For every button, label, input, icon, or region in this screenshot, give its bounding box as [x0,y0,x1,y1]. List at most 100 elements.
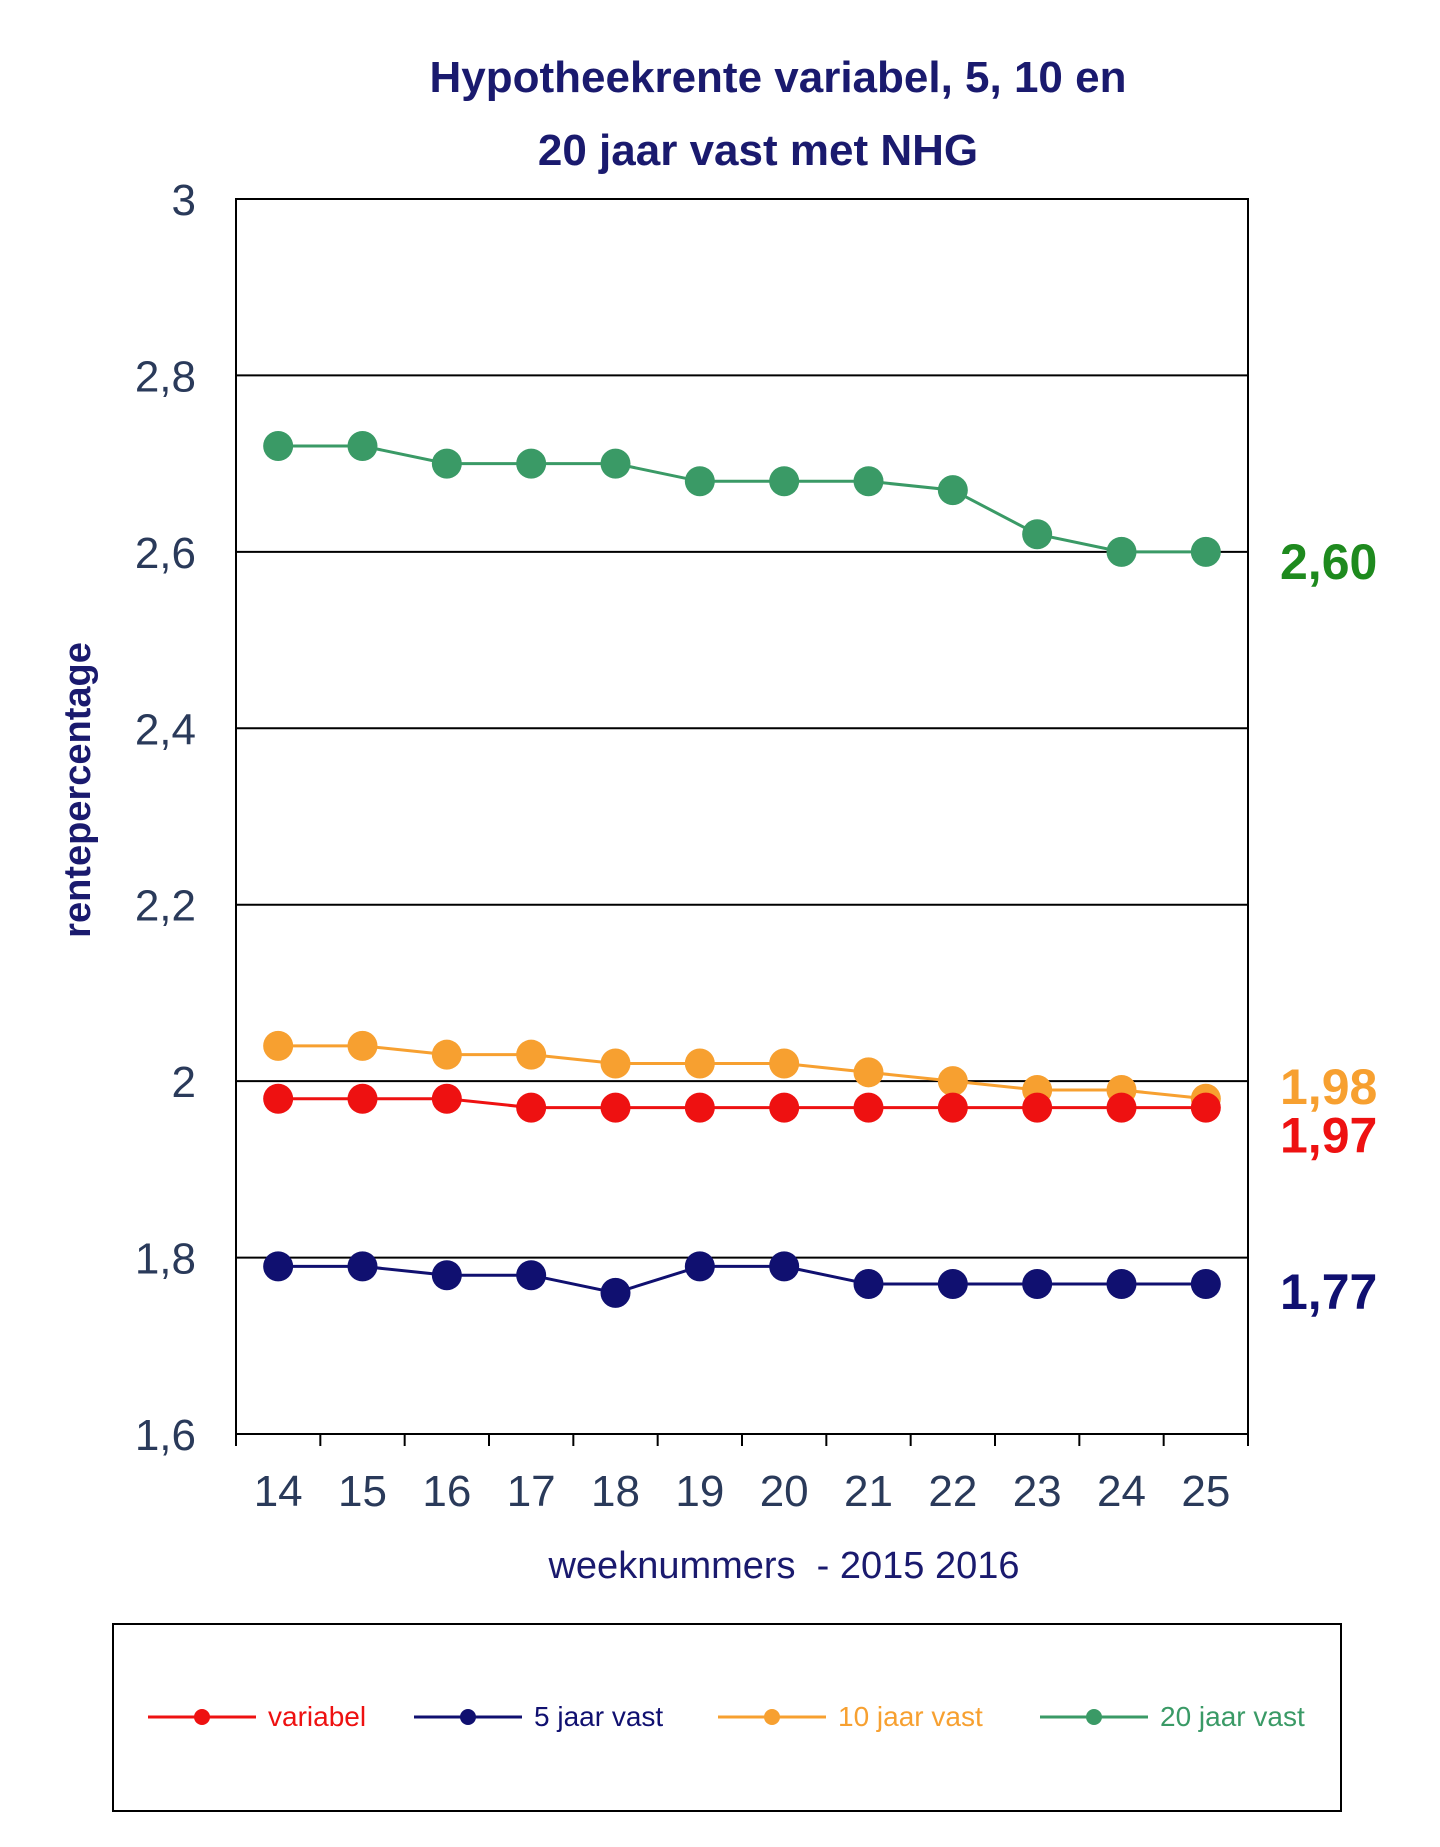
chart-title-line-2: 20 jaar vast met NHG [538,126,978,175]
series-variabel [263,1083,1221,1123]
data-point [347,1083,378,1114]
x-tick-label: 21 [844,1467,893,1516]
legend-swatch-marker [1086,1709,1102,1725]
x-axis-label: weeknummers - 2015 2016 [547,1545,1019,1587]
y-axis-ticks: 1,6 1,8 2 2,2 2,4 2,6 2,8 3 [135,176,196,1460]
data-point [347,1030,378,1061]
data-point [600,448,631,479]
data-point [684,1092,715,1123]
data-point [516,448,547,479]
data-point [853,1092,884,1123]
data-point [431,448,462,479]
end-label-variabel: 1,97 [1280,1108,1377,1164]
data-point [516,1260,547,1291]
legend-swatch-marker [764,1709,780,1725]
data-point [516,1092,547,1123]
series-line [278,444,1206,554]
x-tick-label: 25 [1181,1467,1230,1516]
x-tick-label: 16 [422,1467,471,1516]
data-point [684,1048,715,1079]
x-tick-label: 14 [254,1467,303,1516]
series-line [278,1044,1206,1101]
x-axis-ticks: 14 15 16 17 18 19 20 21 22 23 24 25 [235,1434,1249,1516]
x-tick-label: 18 [591,1467,640,1516]
data-point [600,1048,631,1079]
data-point [263,1030,294,1061]
x-tick-label: 24 [1097,1467,1146,1516]
y-tick-label: 2,6 [135,529,196,578]
plot-area [235,198,1249,1435]
data-point [853,466,884,497]
data-point [263,1083,294,1114]
data-point [1106,1269,1137,1300]
data-point [600,1092,631,1123]
y-tick-label: 1,6 [135,1411,196,1460]
legend-swatch-marker [194,1709,210,1725]
data-point [1190,1092,1221,1123]
data-point [600,1277,631,1308]
legend-item-10-jaar-vast: 10 jaar vast [718,1701,983,1732]
data-point [1190,536,1221,567]
legend-label: 5 jaar vast [534,1701,663,1732]
data-point [769,466,800,497]
data-point [769,1251,800,1282]
y-tick-label: 1,8 [135,1235,196,1284]
data-point [431,1260,462,1291]
data-point [1106,536,1137,567]
x-tick-label: 19 [675,1467,724,1516]
legend-item-variabel: variabel [148,1701,366,1732]
data-point [263,431,294,461]
series-10-jaar-vast [263,1030,1221,1114]
y-tick-label: 3 [172,176,196,225]
data-point [431,1083,462,1114]
data-point [937,1269,968,1300]
data-point [1022,1092,1053,1123]
series-5-jaar-vast [263,1251,1221,1308]
data-point [769,1092,800,1123]
x-tick-label: 15 [338,1467,387,1516]
y-tick-label: 2,8 [135,352,196,401]
data-point [684,1251,715,1282]
x-tick-label: 22 [928,1467,977,1516]
data-point [853,1269,884,1300]
series-line [278,1264,1206,1295]
y-tick-label: 2,4 [135,705,196,754]
data-point [263,1251,294,1282]
chart-title-line-1: Hypotheekrente variabel, 5, 10 en [430,53,1127,102]
data-point [516,1039,547,1070]
series-group [263,431,1221,1308]
series-20-jaar-vast [263,431,1221,567]
end-label-10-jaar-vast: 1,98 [1280,1059,1377,1115]
y-tick-label: 2,2 [135,882,196,931]
legend-label: 20 jaar vast [1160,1701,1305,1732]
end-labels: 1,97 1,77 1,98 2,60 [1280,534,1377,1320]
data-point [347,1251,378,1282]
data-point [937,475,968,506]
legend-items: variabel 5 jaar vast 10 jaar vast 20 jaar v… [148,1701,1305,1732]
y-tick-label: 2 [172,1058,196,1107]
y-axis-label: rentepercentage [57,642,99,938]
end-label-5-jaar-vast: 1,77 [1280,1264,1377,1320]
data-point [1022,1269,1053,1300]
data-point [431,1039,462,1070]
series-line [278,1097,1206,1110]
chart-title: Hypotheekrente variabel, 5, 10 en 20 jaa… [430,53,1127,175]
legend-swatch-marker [460,1709,476,1725]
data-point [937,1092,968,1123]
end-label-20-jaar-vast: 2,60 [1280,534,1377,590]
legend-item-5-jaar-vast: 5 jaar vast [414,1701,663,1732]
data-point [1106,1092,1137,1123]
x-tick-label: 23 [1013,1467,1062,1516]
data-point [1190,1269,1221,1300]
gridlines [236,374,1248,1259]
data-point [769,1048,800,1079]
data-point [1022,519,1053,550]
legend-label: 10 jaar vast [838,1701,983,1732]
data-point [937,1066,968,1097]
legend-label: variabel [268,1701,366,1732]
legend-item-20-jaar-vast: 20 jaar vast [1040,1701,1305,1732]
data-point [684,466,715,497]
data-point [853,1057,884,1088]
